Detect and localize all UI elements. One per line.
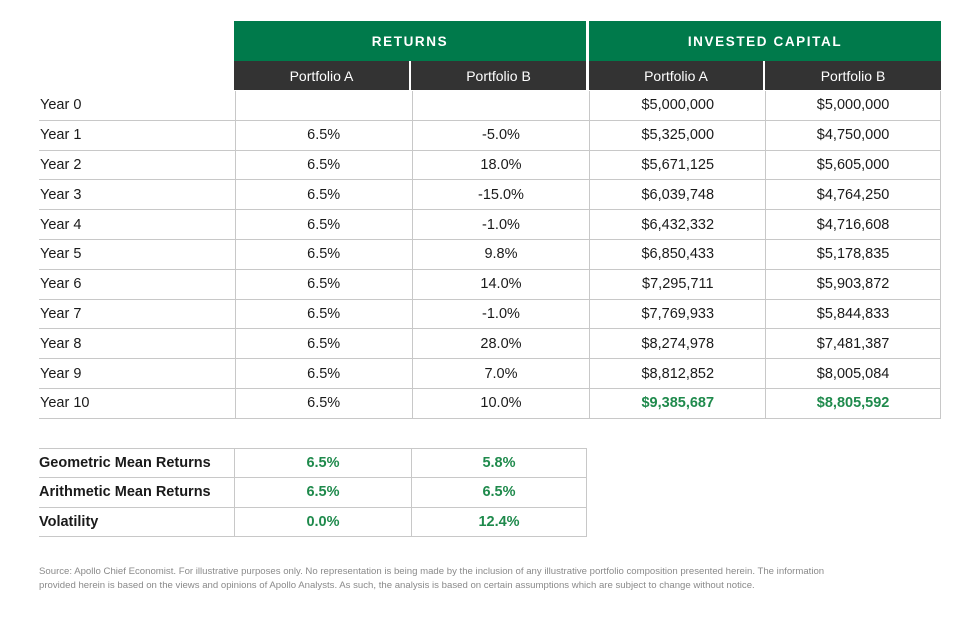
summary-stats-table: Geometric Mean Returns 6.5% 5.8% Arithme…	[39, 448, 587, 538]
invested-b-cell: $4,764,250	[765, 180, 941, 210]
stats-label: Geometric Mean Returns	[39, 454, 211, 471]
returns-a-cell: 6.5%	[234, 180, 412, 210]
returns-a-cell: 6.5%	[234, 329, 412, 359]
row-label: Year 7	[40, 305, 82, 322]
invested-b-cell: $5,903,872	[765, 269, 941, 299]
returns-b-cell: -1.0%	[411, 299, 590, 329]
final-invested-a-cell: $9,385,687	[589, 388, 765, 418]
table-row: Year 2 6.5% 18.0% $5,671,125 $5,605,000	[39, 150, 941, 181]
returns-b-cell: -5.0%	[411, 120, 590, 150]
returns-b-cell: -1.0%	[411, 210, 590, 239]
source-footnote: Source: Apollo Chief Economist. For illu…	[39, 566, 825, 591]
row-label: Year 5	[40, 246, 82, 263]
returns-a-cell: 6.5%	[234, 210, 412, 239]
returns-a-cell: 6.5%	[234, 359, 412, 388]
table-row: Year 0 $5,000,000 $5,000,000	[39, 91, 941, 121]
invested-b-cell: $5,844,833	[765, 299, 941, 329]
returns-b-cell: 10.0%	[411, 388, 590, 418]
column-header-returns-portfolio-b: Portfolio B	[411, 61, 586, 90]
returns-b-cell: 9.8%	[411, 239, 590, 269]
invested-a-cell: $6,850,433	[589, 239, 765, 269]
returns-b-cell: -15.0%	[411, 180, 590, 210]
final-invested-b-cell: $8,805,592	[765, 388, 941, 418]
returns-a-cell: 6.5%	[234, 388, 412, 418]
invested-b-cell: $5,178,835	[765, 239, 941, 269]
table-row: Year 4 6.5% -1.0% $6,432,332 $4,716,608	[39, 210, 941, 240]
invested-a-cell: $6,432,332	[589, 210, 765, 239]
invested-a-cell: $5,671,125	[589, 150, 765, 180]
column-header-returns-portfolio-a: Portfolio A	[234, 61, 409, 90]
stats-value-b: 12.4%	[411, 507, 587, 537]
stats-value-a: 6.5%	[234, 477, 411, 507]
returns-b-cell: 18.0%	[411, 150, 590, 180]
stats-row-volatility: Volatility 0.0% 12.4%	[39, 507, 587, 538]
table-row: Year 8 6.5% 28.0% $8,274,978 $7,481,387	[39, 329, 941, 360]
stats-value-b: 5.8%	[411, 449, 587, 477]
invested-b-cell: $5,000,000	[765, 91, 941, 120]
invested-a-cell: $6,039,748	[589, 180, 765, 210]
row-label: Year 6	[40, 276, 82, 293]
invested-a-cell: $7,295,711	[589, 269, 765, 299]
table-row: Year 3 6.5% -15.0% $6,039,748 $4,764,250	[39, 180, 941, 211]
stats-value-a: 6.5%	[234, 449, 411, 477]
invested-a-cell: $5,000,000	[589, 91, 765, 120]
row-label: Year 8	[40, 335, 82, 352]
returns-group-header: RETURNS	[234, 21, 586, 61]
returns-b-cell: 28.0%	[411, 329, 590, 359]
table-row-final-year: Year 10 6.5% 10.0% $9,385,687 $8,805,592	[39, 388, 941, 419]
stats-row-geometric-mean: Geometric Mean Returns 6.5% 5.8%	[39, 448, 587, 478]
invested-b-cell: $5,605,000	[765, 150, 941, 180]
invested-a-cell: $8,274,978	[589, 329, 765, 359]
returns-b-cell	[411, 91, 590, 120]
invested-a-cell: $5,325,000	[589, 120, 765, 150]
returns-a-cell	[234, 91, 412, 120]
stats-value-a: 0.0%	[234, 507, 411, 537]
table-row: Year 9 6.5% 7.0% $8,812,852 $8,005,084	[39, 359, 941, 389]
stats-label: Arithmetic Mean Returns	[39, 484, 211, 501]
returns-a-cell: 6.5%	[234, 269, 412, 299]
invested-capital-group-header: INVESTED CAPITAL	[589, 21, 941, 61]
invested-b-cell: $8,005,084	[765, 359, 941, 388]
stats-label: Volatility	[39, 513, 99, 530]
row-label: Year 10	[40, 395, 90, 412]
table-row: Year 1 6.5% -5.0% $5,325,000 $4,750,000	[39, 120, 941, 151]
returns-a-cell: 6.5%	[234, 299, 412, 329]
column-header-invested-portfolio-a: Portfolio A	[589, 61, 763, 90]
table-row: Year 7 6.5% -1.0% $7,769,933 $5,844,833	[39, 299, 941, 330]
returns-a-cell: 6.5%	[234, 150, 412, 180]
invested-a-cell: $7,769,933	[589, 299, 765, 329]
invested-b-cell: $4,716,608	[765, 210, 941, 239]
invested-b-cell: $4,750,000	[765, 120, 941, 150]
returns-b-cell: 7.0%	[411, 359, 590, 388]
column-header-invested-portfolio-b: Portfolio B	[765, 61, 941, 90]
row-label: Year 0	[40, 97, 82, 114]
returns-a-cell: 6.5%	[234, 120, 412, 150]
returns-a-cell: 6.5%	[234, 239, 412, 269]
stats-value-b: 6.5%	[411, 477, 587, 507]
row-label: Year 9	[40, 365, 82, 382]
invested-a-cell: $8,812,852	[589, 359, 765, 388]
returns-b-cell: 14.0%	[411, 269, 590, 299]
row-label: Year 1	[40, 127, 82, 144]
row-label: Year 2	[40, 156, 82, 173]
row-label: Year 3	[40, 186, 82, 203]
stats-row-arithmetic-mean: Arithmetic Mean Returns 6.5% 6.5%	[39, 477, 587, 508]
returns-table: Year 0 $5,000,000 $5,000,000 Year 1 6.5%…	[39, 91, 941, 419]
row-label: Year 4	[40, 216, 82, 233]
invested-b-cell: $7,481,387	[765, 329, 941, 359]
table-row: Year 6 6.5% 14.0% $7,295,711 $5,903,872	[39, 269, 941, 300]
table-row: Year 5 6.5% 9.8% $6,850,433 $5,178,835	[39, 239, 941, 270]
